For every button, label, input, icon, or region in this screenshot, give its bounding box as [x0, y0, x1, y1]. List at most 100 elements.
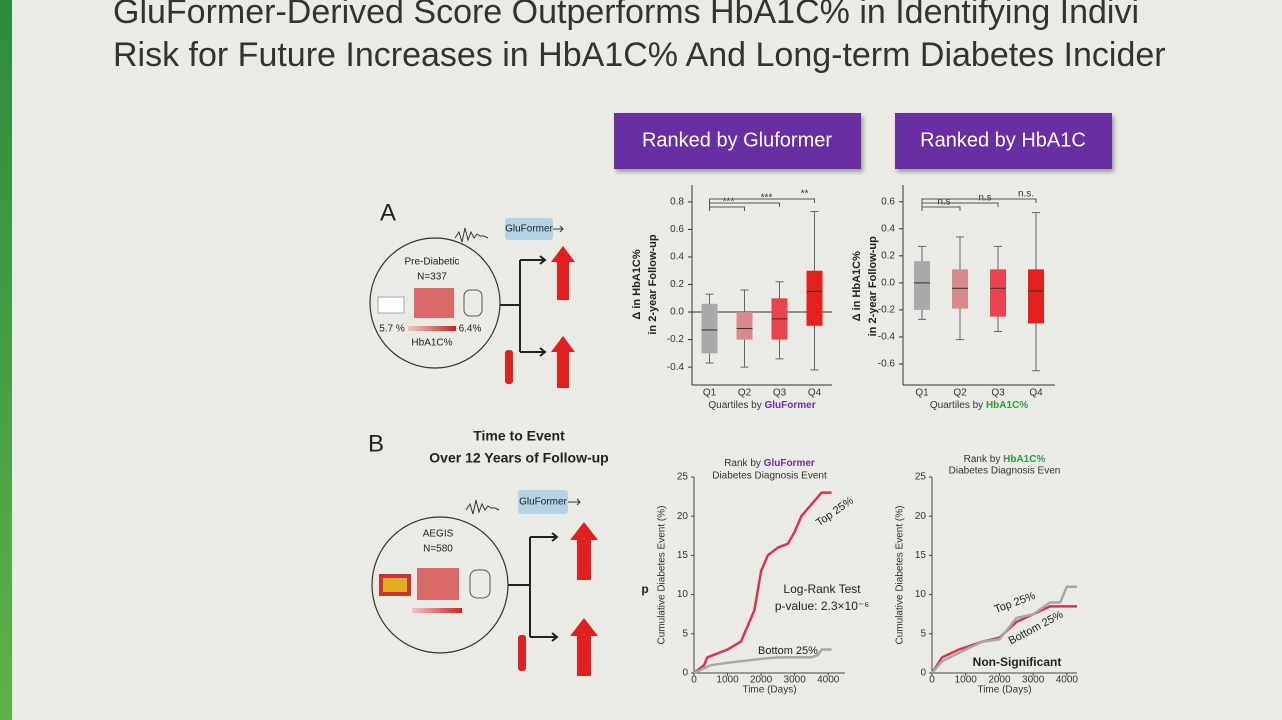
x-tick-label: Q2 [953, 388, 967, 399]
significance-label: n.s. [1018, 189, 1034, 200]
people-icon [417, 568, 459, 600]
x-tick-label: Q2 [738, 388, 752, 399]
risk-arrow [551, 336, 575, 388]
risk-arrow [551, 246, 575, 300]
button[interactable] [614, 113, 861, 169]
x-tick-label: 0 [929, 675, 935, 686]
y-axis-label: in 2-year Follow-up [867, 236, 879, 337]
risk-arrow [570, 618, 598, 676]
y-tick-label: 0.2 [670, 279, 684, 290]
y-tick-label: -0.4 [667, 362, 685, 373]
significance-label: *** [761, 193, 773, 204]
y-tick-label: 0 [920, 668, 926, 679]
y-tick-label: 20 [677, 511, 689, 522]
x-axis-label: Time (Days) [742, 685, 796, 696]
y-axis-label: Cumulative Diabetes Event (%) [895, 506, 906, 645]
x-tick-label: 3000 [1022, 675, 1045, 686]
series-label: Top 25% [814, 495, 856, 530]
chart-title: Rank by HbA1C% [964, 454, 1046, 465]
x-tick-label: 1000 [955, 675, 978, 686]
button[interactable] [895, 113, 1112, 169]
y-tick-label: 5 [920, 628, 926, 639]
x-axis-label: Quartiles by HbA1C% [930, 400, 1028, 411]
y-tick-label: 0.6 [881, 196, 895, 207]
annotation: p [641, 582, 648, 596]
box [736, 312, 753, 340]
y-tick-label: 25 [915, 472, 927, 483]
panel-label: A [380, 199, 396, 226]
significance-bracket [921, 198, 1037, 203]
y-tick-label: -0.2 [878, 305, 896, 316]
panel-heading: Over 12 Years of Follow-up [429, 450, 608, 466]
panel-heading: Time to Event [473, 428, 565, 444]
series-line [693, 491, 832, 674]
y-tick-label: 0.0 [670, 307, 684, 318]
range-bar [412, 608, 462, 613]
annotation: Log-Rank Test [783, 582, 861, 596]
x-tick-label: Q3 [773, 388, 787, 399]
x-tick-label: 0 [691, 675, 697, 686]
significance-bracket [921, 206, 961, 211]
significance-bracket [921, 202, 999, 207]
y-tick-label: 10 [677, 589, 689, 600]
box [1028, 269, 1044, 324]
chart-title-emphasis: GluFormer [764, 458, 815, 469]
x-tick-label: Q4 [1029, 388, 1043, 399]
y-tick-label: 15 [915, 550, 927, 561]
flag [377, 296, 405, 314]
model-box [505, 218, 553, 240]
chart-title: Rank by GluFormer [724, 458, 815, 469]
box [701, 303, 718, 354]
x-tick-label: 4000 [817, 675, 840, 686]
range-high: 6.4% [459, 324, 482, 335]
y-tick-label: -0.6 [878, 359, 896, 370]
flag [379, 574, 411, 596]
y-tick-label: 0.4 [670, 252, 684, 263]
significance-label: *** [723, 197, 735, 208]
significance-bracket [709, 202, 780, 207]
x-axis-label: Quartiles by GluFormer [708, 400, 815, 411]
risk-arrow [570, 522, 598, 580]
model-label: GluFormer [519, 497, 567, 508]
model-box [518, 490, 568, 514]
box [990, 269, 1006, 317]
model-label: GluFormer [505, 224, 553, 235]
y-axis-label: Δ in HbA1C% [851, 251, 863, 321]
chart-title-text: Rank by [724, 458, 761, 469]
signal-icon [465, 499, 500, 515]
split-arrows [508, 532, 559, 642]
box [806, 270, 823, 326]
tube-icon [505, 350, 513, 384]
chart-subtitle: Diabetes Diagnosis Event [712, 471, 827, 482]
x-tick-label: Q1 [703, 388, 717, 399]
y-tick-label: 20 [915, 511, 927, 522]
significance-label: ** [801, 189, 809, 200]
slide-title: Risk for Future Increases in HbA1C% And … [113, 36, 1166, 74]
button-label[interactable]: Ranked by HbA1C [920, 129, 1086, 151]
annotation: p-value: 2.3×10⁻⁶ [775, 599, 869, 613]
arrow [568, 498, 581, 506]
chart-title-emphasis: HbA1C% [1003, 454, 1045, 465]
button-label[interactable]: Ranked by Gluformer [642, 129, 832, 151]
y-tick-label: 0.4 [881, 223, 895, 234]
significance-label: n.s [937, 197, 950, 208]
y-tick-label: 15 [677, 550, 689, 561]
x-axis-label-emphasis: HbA1C% [986, 400, 1028, 411]
y-tick-label: 0.2 [881, 250, 895, 261]
y-tick-label: 10 [915, 589, 927, 600]
x-tick-label: Q3 [991, 388, 1005, 399]
y-tick-label: -0.4 [878, 332, 896, 343]
y-tick-label: 0.6 [670, 224, 684, 235]
sensor-icon [469, 569, 491, 599]
series-line [693, 648, 832, 675]
chart-subtitle: Diabetes Diagnosis Even [949, 466, 1061, 477]
panel-label: B [368, 430, 384, 457]
cohort-name: Pre-Diabetic [404, 257, 459, 268]
box [914, 261, 930, 310]
x-axis-label-text: Quartiles by [930, 400, 983, 411]
series-label: Bottom 25% [1007, 608, 1066, 647]
series-label: Bottom 25% [758, 645, 818, 657]
x-tick-label: 4000 [1056, 675, 1079, 686]
cohort-name: AEGIS [423, 529, 454, 540]
split-arrows [500, 255, 547, 357]
